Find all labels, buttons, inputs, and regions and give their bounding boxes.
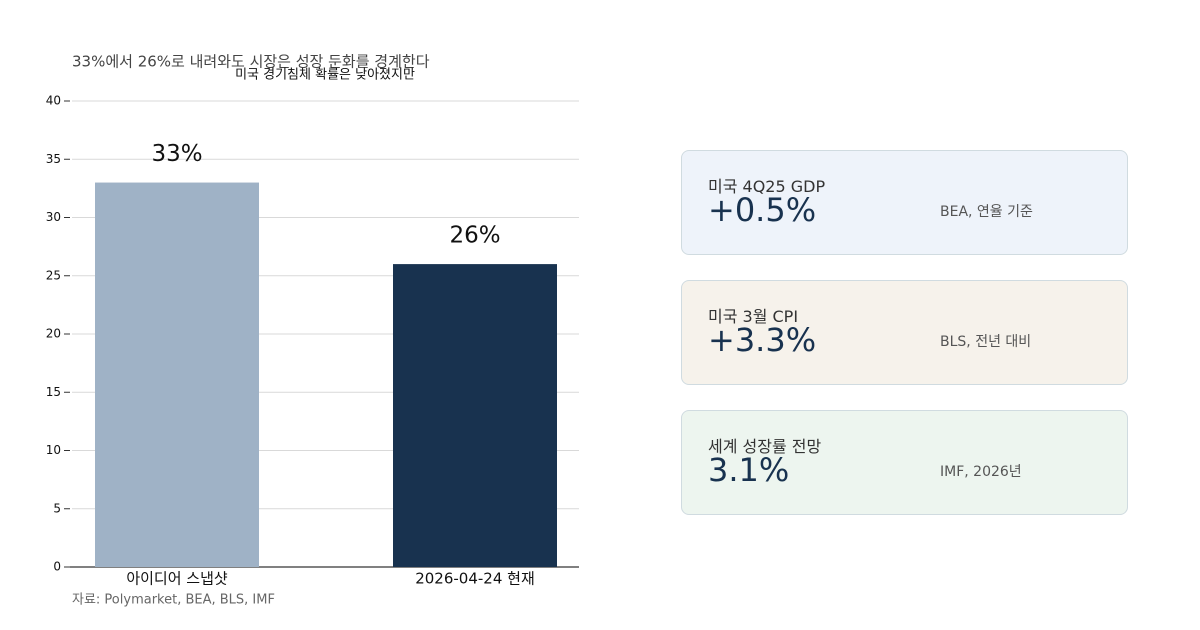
card-note: IMF, 2026년 — [940, 464, 1022, 480]
card-value: 3.1% — [708, 451, 790, 489]
card-value: +0.5% — [708, 191, 817, 229]
y-tick-label: 15 — [46, 385, 61, 399]
chart: 33%에서 26%로 내려와도 시장은 성장 둔화를 경계한다 미국 경기침체 … — [46, 53, 579, 608]
stat-card: 미국 3월 CPI +3.3% BLS, 전년 대비 — [681, 280, 1128, 385]
card-label: 미국 4Q25 GDP — [708, 177, 826, 196]
y-tick-label: 25 — [46, 268, 61, 282]
chart-subtitle: 33%에서 26%로 내려와도 시장은 성장 둔화를 경계한다 — [72, 53, 430, 71]
stat-card: 세계 성장률 전망 3.1% IMF, 2026년 — [681, 410, 1128, 515]
y-tick-label: 0 — [53, 560, 61, 574]
value-label: 26% — [449, 223, 500, 249]
card-value: +3.3% — [708, 321, 817, 359]
y-tick-label: 20 — [46, 327, 61, 341]
card-note: BLS, 전년 대비 — [940, 334, 1032, 350]
y-tick-label: 30 — [46, 210, 61, 224]
bar — [393, 264, 557, 567]
y-tick-label: 10 — [46, 443, 61, 457]
card-label: 세계 성장률 전망 — [708, 437, 822, 456]
y-tick-label: 35 — [46, 152, 61, 166]
card-label: 미국 3월 CPI — [708, 307, 799, 326]
card-note: BEA, 연율 기준 — [940, 204, 1033, 220]
x-tick-label: 2026-04-24 현재 — [415, 570, 535, 588]
source: 자료: Polymarket, BEA, BLS, IMF — [72, 593, 275, 608]
x-tick-label: 아이디어 스냅샷 — [126, 570, 228, 588]
y-tick-label: 5 — [53, 501, 61, 515]
bar — [95, 182, 259, 568]
stat-card: 미국 4Q25 GDP +0.5% BEA, 연율 기준 — [681, 150, 1128, 255]
value-label: 33% — [151, 141, 202, 167]
chart-title: 미국 경기침체 확률은 낮아졌지만 — [235, 68, 415, 83]
y-tick-label: 40 — [46, 94, 61, 108]
